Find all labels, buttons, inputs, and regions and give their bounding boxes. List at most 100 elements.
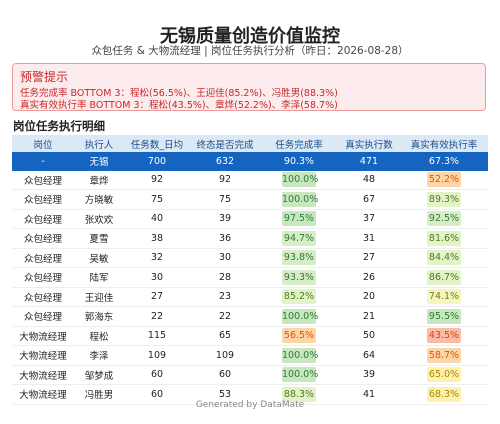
rate-badge: 88.3%	[282, 386, 316, 402]
cell: 程松	[74, 326, 124, 346]
cell: 64	[338, 345, 400, 366]
data-row: 众包经理 陆军 30 28 93.3% 26 86.7%	[12, 267, 488, 288]
cell: 53	[190, 384, 260, 405]
cell: 74.1%	[400, 287, 488, 307]
rate-badge: 94.7%	[282, 230, 316, 246]
alert-line: 真实有效执行率 BOTTOM 3：程松(43.5%)、章烨(52.2%)、李泽(…	[20, 100, 338, 111]
rate-badge: 68.3%	[427, 386, 461, 402]
cell: 58.7%	[400, 345, 488, 366]
cell: 100.0%	[260, 170, 338, 190]
cell: 36	[190, 228, 260, 249]
cell: 94.7%	[260, 228, 338, 249]
cell: 93.3%	[260, 267, 338, 288]
cell: 84.4%	[400, 248, 488, 268]
total-cell: 67.3%	[400, 152, 488, 171]
rate-badge: 100.0%	[282, 347, 319, 363]
cell: 31	[338, 228, 400, 249]
cell: 20	[338, 287, 400, 307]
total-cell: 471	[338, 152, 400, 171]
cell: 众包经理	[12, 306, 74, 327]
cell: 21	[338, 306, 400, 327]
cell: 吴敏	[74, 248, 124, 268]
data-row: 众包经理 夏雪 38 36 94.7% 31 81.6%	[12, 228, 488, 249]
cell: 88.3%	[260, 384, 338, 405]
header-cell: 岗位	[12, 135, 74, 152]
cell: 众包经理	[12, 209, 74, 229]
cell: 95.5%	[400, 306, 488, 327]
cell: 李泽	[74, 345, 124, 366]
cell: 22	[190, 306, 260, 327]
cell: 众包经理	[12, 267, 74, 288]
cell: 大物流经理	[12, 365, 74, 385]
rate-badge: 86.7%	[427, 269, 461, 285]
cell: 100.0%	[260, 189, 338, 210]
rate-badge: 52.2%	[427, 172, 461, 188]
cell: 52.2%	[400, 170, 488, 190]
cell: 100.0%	[260, 345, 338, 366]
cell: 92	[124, 170, 190, 190]
rate-badge: 89.3%	[427, 191, 461, 207]
cell: 100.0%	[260, 365, 338, 385]
cell: 28	[190, 267, 260, 288]
cell: 37	[338, 209, 400, 229]
rate-badge: 43.5%	[427, 328, 461, 344]
cell: 81.6%	[400, 228, 488, 249]
cell: 夏雪	[74, 228, 124, 249]
rate-badge: 93.3%	[282, 269, 316, 285]
rate-badge: 95.5%	[427, 308, 461, 324]
cell: 章烨	[74, 170, 124, 190]
total-cell: 90.3%	[260, 152, 338, 171]
cell: 93.8%	[260, 248, 338, 268]
rate-badge: 97.5%	[282, 211, 316, 227]
cell: 92	[190, 170, 260, 190]
total-cell: 700	[124, 152, 190, 171]
data-row: 众包经理 吴敏 32 30 93.8% 27 84.4%	[12, 248, 488, 268]
cell: 89.3%	[400, 189, 488, 210]
rate-badge: 100.0%	[282, 191, 319, 207]
data-row: 众包经理 章烨 92 92 100.0% 48 52.2%	[12, 170, 488, 190]
cell: 109	[124, 345, 190, 366]
cell: 60	[190, 365, 260, 385]
cell: 38	[124, 228, 190, 249]
cell: 众包经理	[12, 287, 74, 307]
cell: 27	[338, 248, 400, 268]
cell: 109	[190, 345, 260, 366]
cell: 97.5%	[260, 209, 338, 229]
total-cell: -	[12, 152, 74, 171]
data-row: 众包经理 张欢欢 40 39 97.5% 37 92.5%	[12, 209, 488, 229]
cell: 30	[190, 248, 260, 268]
cell: 27	[124, 287, 190, 307]
cell: 大物流经理	[12, 345, 74, 366]
cell: 65	[190, 326, 260, 346]
cell: 92.5%	[400, 209, 488, 229]
data-row: 众包经理 郭海东 22 22 100.0% 21 95.5%	[12, 306, 488, 327]
data-row: 大物流经理 程松 115 65 56.5% 50 43.5%	[12, 326, 488, 346]
rate-badge: 92.5%	[427, 211, 461, 227]
rate-badge: 100.0%	[282, 308, 319, 324]
cell: 众包经理	[12, 248, 74, 268]
total-cell: 无锡	[74, 152, 124, 171]
rate-badge: 56.5%	[282, 328, 316, 344]
cell: 75	[190, 189, 260, 210]
data-row: 众包经理 王迎佳 27 23 85.2% 20 74.1%	[12, 287, 488, 307]
header-row: 岗位 执行人 任务数_日均 终态是否完成 任务完成率 真实执行数 真实有效执行率	[12, 135, 488, 152]
cell: 40	[124, 209, 190, 229]
rate-badge: 74.1%	[427, 289, 461, 305]
total-row: - 无锡 700 632 90.3% 471 67.3%	[12, 152, 488, 171]
rate-badge: 81.6%	[427, 230, 461, 246]
rate-badge: 58.7%	[427, 347, 461, 363]
rate-badge: 65.0%	[427, 367, 461, 383]
cell: 众包经理	[12, 228, 74, 249]
rate-badge: 100.0%	[282, 172, 319, 188]
alert-title: 预警提示	[20, 70, 69, 84]
alert-line: 任务完成率 BOTTOM 3：程松(56.5%)、王迎佳(85.2%)、冯胜男(…	[20, 88, 338, 99]
cell: 75	[124, 189, 190, 210]
cell: 26	[338, 267, 400, 288]
footer: Generated by DataMate	[195, 400, 305, 410]
subtitle: 众包任务 & 大物流经理 | 岗位任务执行分析（昨日：2026-08-28）	[91, 45, 409, 57]
cell: 100.0%	[260, 306, 338, 327]
cell: 85.2%	[260, 287, 338, 307]
header-cell: 真实执行数	[338, 135, 400, 152]
total-cell: 632	[190, 152, 260, 171]
